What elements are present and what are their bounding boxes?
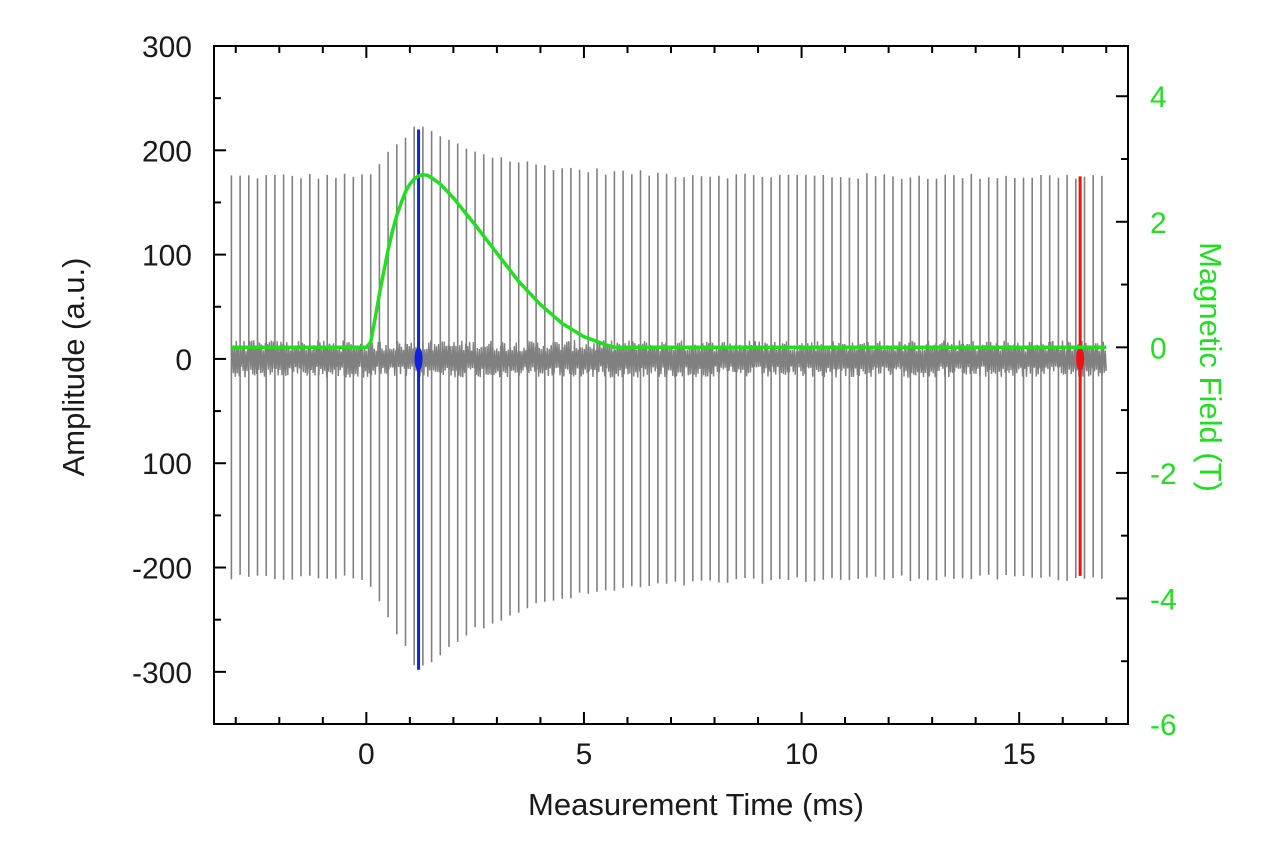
y-tick-label: 100	[142, 240, 192, 273]
y-axis-title: Amplitude (a.u.)	[56, 258, 91, 477]
highlight-layer	[414, 129, 1085, 670]
y-tick-label: -300	[132, 657, 192, 690]
y2-tick-label: 2	[1150, 207, 1167, 240]
y2-tick-label: 0	[1150, 332, 1167, 365]
plot-frame	[213, 45, 1129, 725]
magnetic-field-layer	[231, 172, 1107, 350]
y2-axis-title: Magnetic Field (T)	[1193, 242, 1228, 492]
highlight-echo-blob	[414, 346, 423, 371]
x-tick-label: 0	[358, 738, 375, 771]
y2-tick-label: -2	[1150, 458, 1177, 491]
y2-tick-label: 4	[1150, 81, 1167, 114]
y-tick-label: 100	[142, 448, 192, 481]
x-tick-label: 15	[1003, 738, 1036, 771]
tick-layer	[214, 45, 1128, 725]
magnetic-field-line	[231, 172, 1107, 350]
y-tick-label: 300	[142, 31, 192, 64]
x-tick-label: 10	[785, 738, 818, 771]
y-tick-label: 200	[142, 135, 192, 168]
highlight-echo-blob	[1076, 346, 1085, 371]
x-axis-title: Measurement Time (ms)	[528, 787, 864, 822]
y2-tick-label: -6	[1150, 709, 1177, 742]
y-tick-label: 0	[175, 344, 192, 377]
y2-tick-label: -4	[1150, 583, 1177, 616]
series-layer	[230, 126, 1107, 666]
y-tick-label: -200	[132, 553, 192, 586]
tick-label-layer: 0 5 10 15 300 200 100 0 100 -200 -300 4 2 0 -2 -4 -6	[132, 31, 1177, 771]
echo-noise-trace	[230, 340, 1107, 378]
x-tick-label: 5	[576, 738, 593, 771]
